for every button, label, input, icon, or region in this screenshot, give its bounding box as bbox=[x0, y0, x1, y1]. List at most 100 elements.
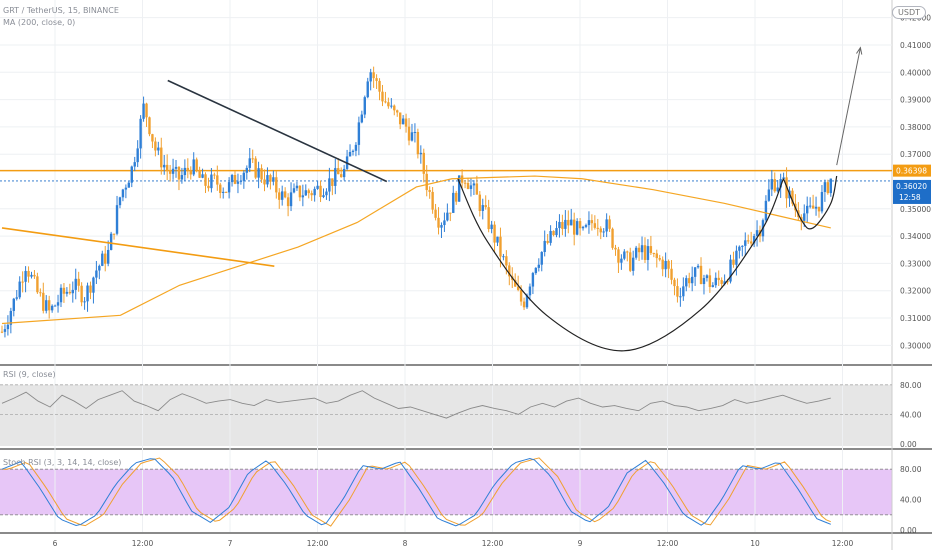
candle bbox=[658, 254, 661, 262]
candle bbox=[227, 177, 231, 199]
candle-body bbox=[251, 158, 254, 160]
candle bbox=[744, 232, 747, 256]
rising-support-trendline bbox=[1, 227, 275, 267]
candle-body bbox=[30, 274, 33, 277]
candle-body bbox=[151, 134, 154, 142]
candle-body bbox=[322, 195, 325, 198]
candle-body bbox=[726, 281, 729, 283]
candle-body bbox=[53, 305, 57, 307]
candle-body bbox=[3, 329, 7, 332]
candle bbox=[345, 149, 349, 171]
candle-body bbox=[696, 265, 700, 268]
candle-body bbox=[298, 185, 302, 198]
candle bbox=[292, 183, 296, 194]
candle-body bbox=[313, 188, 316, 196]
candle-body bbox=[337, 168, 340, 175]
target-arrowhead bbox=[856, 46, 863, 55]
candle-body bbox=[245, 167, 249, 173]
candle-body bbox=[460, 175, 464, 183]
currency-badge[interactable]: USDT bbox=[892, 6, 926, 19]
candle bbox=[269, 173, 272, 190]
candle-body bbox=[823, 182, 827, 192]
candle-body bbox=[431, 191, 434, 210]
candle bbox=[337, 158, 340, 175]
candle bbox=[248, 147, 251, 173]
candle-body bbox=[301, 195, 305, 198]
candle bbox=[643, 237, 647, 263]
candle bbox=[319, 180, 322, 203]
candle bbox=[12, 297, 15, 317]
candle-body bbox=[266, 175, 269, 185]
candle bbox=[664, 252, 667, 278]
candle bbox=[195, 157, 198, 173]
candle bbox=[555, 220, 558, 238]
candle bbox=[626, 250, 629, 262]
candle bbox=[283, 187, 287, 199]
candle-body bbox=[50, 305, 54, 311]
candle-body bbox=[452, 192, 455, 213]
candle-body bbox=[505, 256, 508, 266]
candle-body bbox=[21, 281, 24, 283]
candle-body bbox=[396, 110, 399, 113]
price-axis-label: 0.35000 bbox=[900, 205, 931, 214]
candle bbox=[407, 118, 411, 146]
candle bbox=[39, 288, 42, 297]
candle bbox=[823, 179, 827, 202]
candle-body bbox=[782, 177, 785, 180]
candle-body bbox=[626, 251, 629, 253]
candle bbox=[404, 113, 408, 133]
candle-body bbox=[546, 240, 549, 243]
candle-body bbox=[540, 252, 543, 265]
cup-curve bbox=[457, 178, 784, 352]
candle-body bbox=[59, 287, 63, 303]
candle-body bbox=[307, 190, 310, 194]
candle-body bbox=[47, 300, 51, 311]
candle bbox=[363, 95, 366, 119]
candle bbox=[239, 174, 243, 185]
candle bbox=[310, 190, 313, 201]
candle-body bbox=[248, 158, 251, 168]
candle-body bbox=[581, 226, 585, 229]
candle bbox=[708, 268, 712, 293]
candle-body bbox=[620, 258, 623, 263]
candle bbox=[328, 167, 331, 202]
candle-body bbox=[257, 168, 260, 178]
candle-body bbox=[12, 298, 15, 311]
candle-body bbox=[493, 224, 496, 243]
candle-body bbox=[575, 221, 579, 235]
candle-body bbox=[422, 152, 425, 174]
candle-body bbox=[522, 301, 526, 308]
candle bbox=[295, 181, 299, 191]
candle-body bbox=[407, 126, 411, 141]
last-price-label: 0.36020 bbox=[896, 182, 927, 191]
candle bbox=[670, 260, 673, 285]
candle-body bbox=[230, 174, 234, 183]
candle bbox=[42, 282, 45, 314]
candle-body bbox=[351, 150, 355, 153]
candle-body bbox=[519, 290, 523, 302]
candle bbox=[115, 195, 119, 236]
candle-body bbox=[133, 162, 136, 167]
candle-body bbox=[387, 102, 390, 107]
candle bbox=[634, 245, 638, 260]
candle bbox=[735, 245, 738, 276]
candle-body bbox=[168, 170, 172, 174]
candle bbox=[272, 170, 275, 186]
candle-body bbox=[127, 182, 131, 188]
candle bbox=[829, 178, 832, 197]
candle-body bbox=[649, 246, 653, 253]
candle-body bbox=[384, 101, 387, 103]
candle bbox=[717, 270, 720, 287]
candle bbox=[9, 307, 13, 334]
candle-body bbox=[673, 279, 676, 287]
candle bbox=[313, 186, 316, 202]
candle bbox=[688, 272, 691, 288]
candle bbox=[396, 109, 399, 117]
candle bbox=[770, 170, 774, 197]
candle-body bbox=[354, 144, 358, 151]
candle bbox=[540, 251, 543, 272]
candle-body bbox=[42, 292, 45, 311]
candle-body bbox=[738, 246, 741, 251]
